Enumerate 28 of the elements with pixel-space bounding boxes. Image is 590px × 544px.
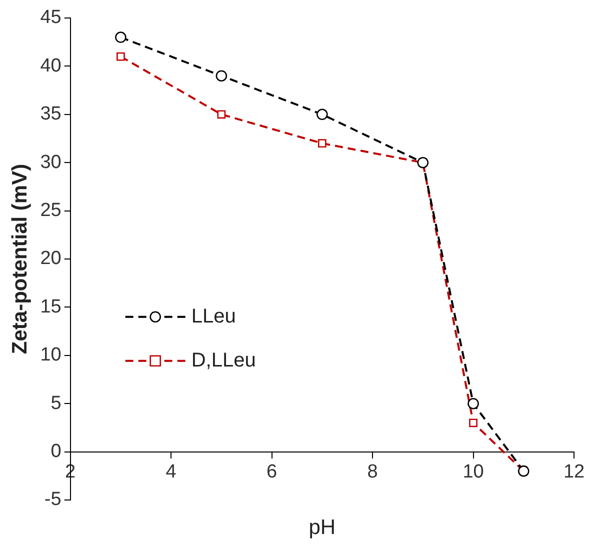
x-tick-label: 6 bbox=[266, 461, 278, 482]
point bbox=[468, 398, 479, 410]
y-tick-label: 25 bbox=[40, 200, 62, 222]
y-tick-label: -5 bbox=[44, 489, 62, 510]
point bbox=[115, 32, 126, 43]
x-tick-label: 12 bbox=[563, 461, 585, 482]
y-tick-label: 10 bbox=[40, 344, 62, 366]
y-tick-label: 45 bbox=[40, 7, 62, 28]
point bbox=[217, 110, 226, 119]
y-tick-label: 5 bbox=[50, 392, 62, 414]
legend-label: D,LLeu bbox=[191, 349, 256, 372]
x-axis-title: pH bbox=[308, 516, 336, 539]
y-tick-label: 40 bbox=[40, 55, 62, 76]
y-tick-label: 15 bbox=[40, 296, 62, 318]
point bbox=[469, 418, 478, 428]
y-tick-label: 30 bbox=[40, 152, 62, 173]
point bbox=[316, 108, 328, 120]
y-axis-title: Zeta-potential (mV) bbox=[8, 164, 32, 354]
y-tick-label: 0 bbox=[50, 441, 62, 462]
x-tick-label: 4 bbox=[166, 461, 177, 482]
x-tick-label: 10 bbox=[462, 461, 484, 482]
point bbox=[318, 139, 326, 148]
point bbox=[116, 52, 125, 61]
legend-label: LLeu bbox=[191, 305, 236, 328]
y-tick-label: 35 bbox=[40, 104, 62, 125]
point bbox=[216, 70, 228, 82]
y-tick-label: 20 bbox=[40, 248, 62, 270]
x-tick-label: 8 bbox=[367, 461, 378, 482]
